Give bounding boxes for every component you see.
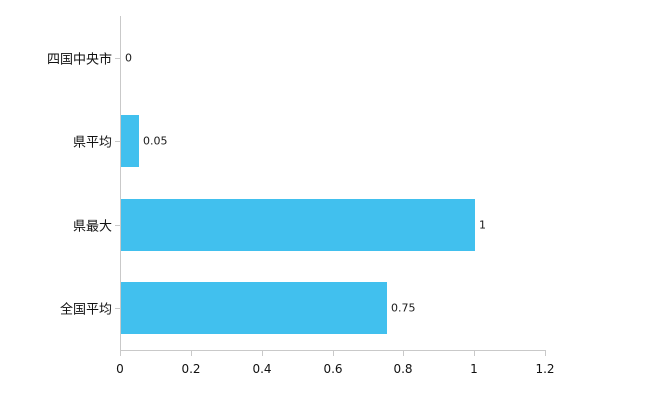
x-axis-tick [474,351,475,356]
x-axis-tick [403,351,404,356]
value-label: 1 [479,218,486,232]
x-axis-tick [120,351,121,356]
bar [121,199,475,251]
value-label: 0.75 [391,301,416,315]
plot-area: 0 0.05 1 0.75 [120,16,546,351]
bar [121,115,139,167]
x-axis-tick [333,351,334,356]
x-tick-label: 0 [116,362,124,376]
category-label: 全国平均 [59,302,112,318]
x-axis-tick [545,351,546,356]
y-axis-tick [115,225,120,226]
x-tick-label: 0.2 [181,362,201,376]
x-tick-label: 1 [470,362,478,376]
value-label: 0 [125,51,132,65]
value-label: 0.05 [143,134,168,148]
category-label: 県平均 [72,135,112,151]
y-axis-tick [115,141,120,142]
x-tick-label: 1.2 [535,362,555,376]
x-tick-label: 0.6 [323,362,343,376]
y-axis-tick [115,308,120,309]
x-tick-label: 0.4 [252,362,272,376]
y-axis-tick [115,58,120,59]
category-label: 四国中央市 [46,52,112,68]
x-tick-label: 0.8 [393,362,413,376]
x-axis-tick [262,351,263,356]
x-axis-tick [191,351,192,356]
bar [121,282,387,334]
category-label: 県最大 [72,219,112,235]
